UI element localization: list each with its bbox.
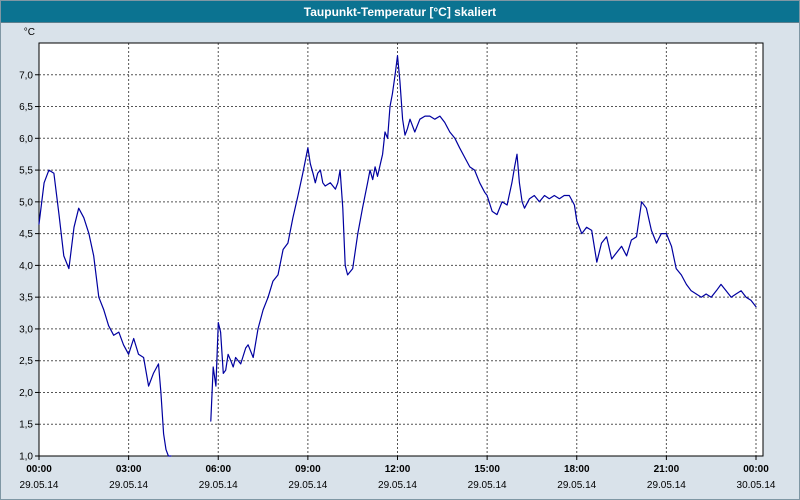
svg-text:29.05.14: 29.05.14 xyxy=(199,480,238,491)
svg-text:5,0: 5,0 xyxy=(19,197,33,208)
svg-text:21:00: 21:00 xyxy=(654,464,680,475)
svg-text:29.05.14: 29.05.14 xyxy=(557,480,596,491)
unit-label: °C xyxy=(24,27,35,38)
chart-titlebar[interactable]: Taupunkt-Temperatur [°C] skaliert xyxy=(1,1,799,23)
chart-canvas: 1,0 1,5 2,0 2,5 3,0 3,5 4,0 4,5 5,0 5,5 6,0 6,5 7,0 °… xyxy=(19,27,776,491)
svg-text:12:00: 12:00 xyxy=(385,464,411,475)
svg-text:15:00: 15:00 xyxy=(474,464,500,475)
svg-text:00:00: 00:00 xyxy=(26,464,52,475)
svg-text:29.05.14: 29.05.14 xyxy=(468,480,507,491)
svg-text:2,0: 2,0 xyxy=(19,388,33,399)
svg-text:29.05.14: 29.05.14 xyxy=(20,480,59,491)
plot-background xyxy=(39,43,763,456)
svg-text:03:00: 03:00 xyxy=(116,464,142,475)
data-line xyxy=(38,55,757,457)
svg-text:29.05.14: 29.05.14 xyxy=(109,480,148,491)
svg-text:3,5: 3,5 xyxy=(19,293,33,304)
x-axis-time-labels: 00:00 03:00 06:00 09:00 12:00 15:00 18:00 21:00… xyxy=(26,464,769,475)
chart-title: Taupunkt-Temperatur [°C] skaliert xyxy=(303,4,497,19)
svg-text:6,0: 6,0 xyxy=(19,134,33,145)
svg-text:4,0: 4,0 xyxy=(19,261,33,272)
svg-text:5,5: 5,5 xyxy=(19,166,33,177)
svg-text:30.05.14: 30.05.14 xyxy=(737,480,776,491)
svg-text:09:00: 09:00 xyxy=(295,464,321,475)
svg-text:1,5: 1,5 xyxy=(19,420,33,431)
svg-text:6,5: 6,5 xyxy=(19,102,33,113)
svg-text:7,0: 7,0 xyxy=(19,70,33,81)
svg-text:29.05.14: 29.05.14 xyxy=(647,480,686,491)
svg-text:06:00: 06:00 xyxy=(205,464,231,475)
y-axis-labels: 1,0 1,5 2,0 2,5 3,0 3,5 4,0 4,5 5,0 5,5 6,0 6,5 7,0 xyxy=(19,70,33,462)
x-axis-date-labels: 29.05.14 29.05.14 29.05.14 29.05.14 29.05.14… xyxy=(20,480,776,491)
chart-area: 1,0 1,5 2,0 2,5 3,0 3,5 4,0 4,5 5,0 5,5 6,0 6,5 7,0 °… xyxy=(1,23,799,499)
svg-text:29.05.14: 29.05.14 xyxy=(378,480,417,491)
svg-text:00:00: 00:00 xyxy=(743,464,769,475)
svg-text:4,5: 4,5 xyxy=(19,229,33,240)
svg-text:18:00: 18:00 xyxy=(564,464,590,475)
axis-frame xyxy=(38,42,764,457)
svg-text:3,0: 3,0 xyxy=(19,324,33,335)
svg-text:29.05.14: 29.05.14 xyxy=(288,480,327,491)
axis-ticks xyxy=(35,74,757,460)
svg-text:1,0: 1,0 xyxy=(19,452,33,463)
grid-lines xyxy=(39,43,763,456)
svg-text:2,5: 2,5 xyxy=(19,356,33,367)
